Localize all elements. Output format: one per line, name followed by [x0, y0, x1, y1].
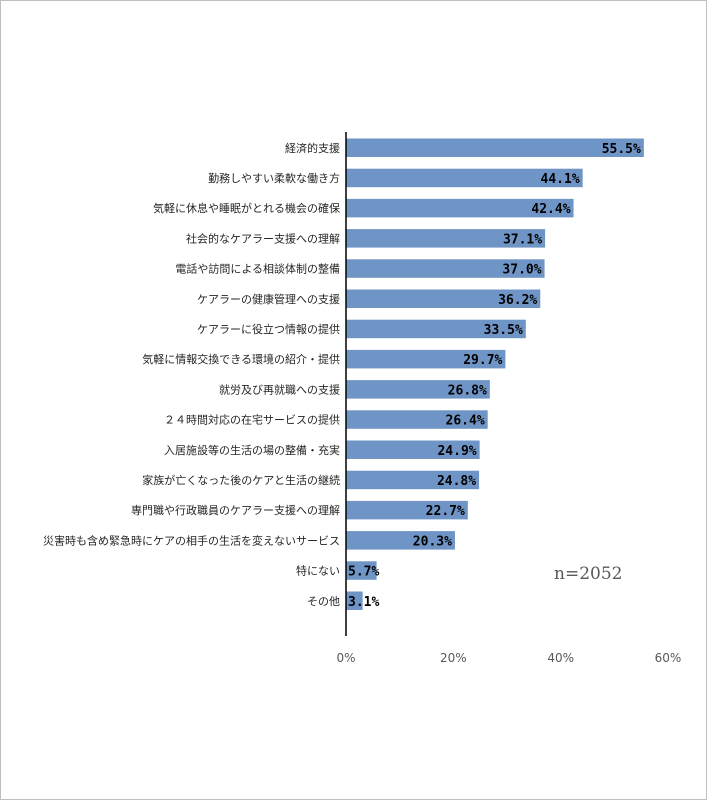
category-label-12: 家族が亡くなった後のケアと生活の継続	[142, 473, 340, 487]
category-label-11: 入居施設等の生活の場の整備・充実	[164, 443, 340, 457]
x-tick-label-3: 40%	[547, 651, 574, 665]
bar-12	[346, 470, 480, 490]
x-tick-label-4: 60%	[655, 651, 682, 665]
value-label-8: 29.7%	[463, 353, 502, 368]
value-label-6: 36.2%	[498, 293, 537, 308]
category-label-6: ケアラーの健康管理への支援	[197, 292, 340, 306]
category-label-8: 気軽に情報交換できる環境の紹介・提供	[142, 352, 340, 366]
category-label-5: 電話や訪問による相談体制の整備	[175, 262, 340, 276]
value-label-12: 24.8%	[437, 474, 476, 489]
category-label-1: 経済的支援	[285, 141, 340, 155]
value-label-7: 33.5%	[484, 323, 523, 338]
value-label-1: 55.5%	[602, 142, 641, 157]
category-label-14: 災害時も含め緊急時にケアの相手の生活を変えないサービス	[43, 533, 340, 547]
category-label-4: 社会的なケアラー支援への理解	[186, 231, 340, 245]
bar-3	[346, 198, 574, 218]
category-label-9: 就労及び再就職への支援	[219, 382, 340, 396]
bars-group	[346, 138, 644, 610]
x-tick-labels: 0% 20% 40% 60%	[336, 651, 681, 665]
value-label-3: 42.4%	[531, 202, 570, 217]
bar-13	[346, 500, 468, 520]
value-label-13: 22.7%	[426, 504, 465, 519]
bar-6	[346, 289, 541, 308]
value-label-16: 3.1%	[348, 595, 379, 610]
category-label-7: ケアラーに役立つ情報の提供	[197, 322, 340, 336]
x-tick-label-1: 0%	[336, 651, 355, 665]
bar-10	[346, 410, 488, 429]
value-labels: 55.5% 44.1% 42.4% 37.1% 37.0% 36.2% 33.5% 29.7%…	[348, 142, 641, 610]
x-tick-label-2: 20%	[440, 651, 467, 665]
bar-5	[346, 259, 545, 278]
bar-4	[346, 229, 546, 248]
value-label-10: 26.4%	[446, 414, 485, 429]
value-label-11: 24.9%	[437, 444, 476, 459]
category-labels: 経済的支援勤務しやすい柔軟な働き方気軽に休息や睡眠がとれる機会の確保社会的なケア…	[43, 141, 340, 608]
value-label-15: 5.7%	[348, 565, 379, 580]
bar-11	[346, 440, 480, 459]
sample-size-annotation: n=2052	[554, 564, 623, 584]
bar-16	[346, 591, 363, 610]
value-label-14: 20.3%	[413, 534, 452, 549]
bar-14	[346, 531, 455, 550]
bar-1	[346, 138, 644, 157]
bar-15	[346, 561, 377, 580]
bar-9	[346, 380, 490, 399]
bar-2	[346, 168, 583, 188]
bar-7	[346, 319, 526, 339]
category-label-16: その他	[307, 595, 340, 608]
category-label-10: ２４時間対応の在宅サービスの提供	[164, 413, 340, 427]
category-label-15: 特にない	[296, 564, 340, 578]
category-label-2: 勤務しやすい柔軟な働き方	[208, 171, 340, 185]
value-label-9: 26.8%	[448, 383, 487, 398]
bar-8	[346, 349, 506, 369]
value-label-4: 37.1%	[503, 232, 542, 247]
value-label-2: 44.1%	[541, 172, 580, 187]
category-label-13: 専門職や行政職員のケアラー支援への理解	[131, 503, 340, 517]
value-label-5: 37.0%	[502, 263, 541, 278]
category-label-3: 気軽に休息や睡眠がとれる機会の確保	[153, 201, 340, 215]
